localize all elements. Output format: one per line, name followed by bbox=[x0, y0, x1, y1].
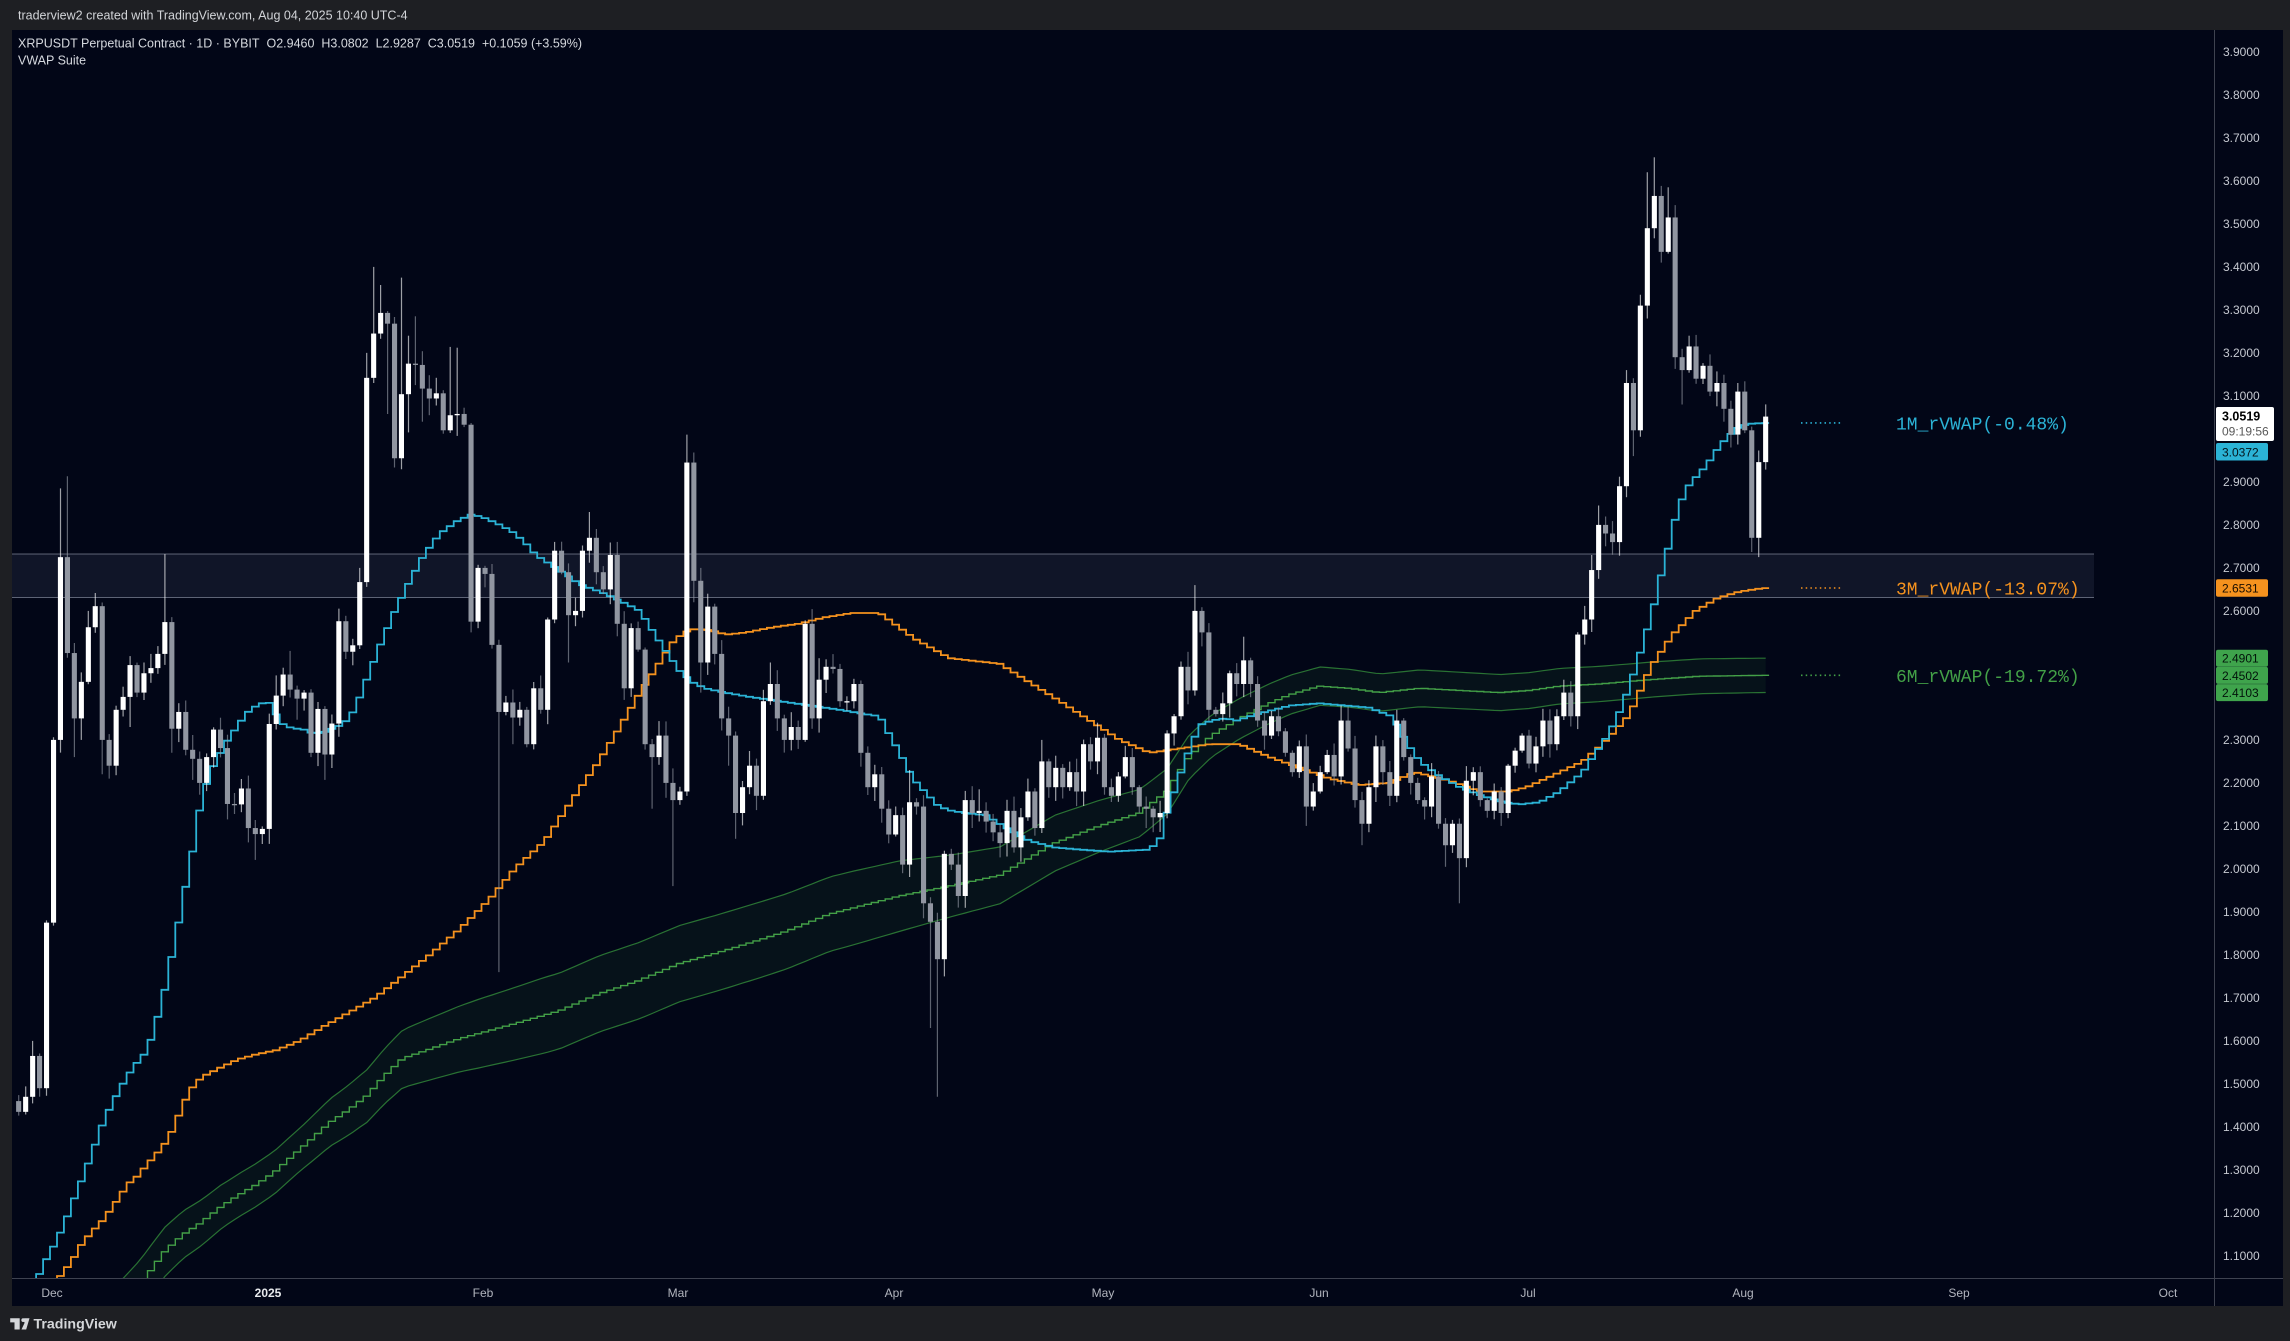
svg-text:2.6000: 2.6000 bbox=[2223, 604, 2260, 618]
svg-text:1.5000: 1.5000 bbox=[2223, 1077, 2260, 1091]
svg-text:Jul: Jul bbox=[1520, 1286, 1535, 1300]
svg-text:1.8000: 1.8000 bbox=[2223, 948, 2260, 962]
svg-text:2.4103: 2.4103 bbox=[2222, 686, 2259, 700]
svg-text:1.4000: 1.4000 bbox=[2223, 1120, 2260, 1134]
svg-text:3.2000: 3.2000 bbox=[2223, 346, 2260, 360]
svg-text:2.4901: 2.4901 bbox=[2222, 652, 2259, 666]
svg-text:Sep: Sep bbox=[1948, 1286, 1970, 1300]
svg-text:3.6000: 3.6000 bbox=[2223, 174, 2260, 188]
svg-text:3.9000: 3.9000 bbox=[2223, 45, 2260, 59]
svg-text:2.1000: 2.1000 bbox=[2223, 819, 2260, 833]
svg-text:traderview2 created with Tradi: traderview2 created with TradingView.com… bbox=[18, 9, 408, 23]
svg-text:3.0372: 3.0372 bbox=[2222, 446, 2259, 460]
svg-text:1.1000: 1.1000 bbox=[2223, 1249, 2260, 1263]
svg-text:1M_rVWAP(-0.48%): 1M_rVWAP(-0.48%) bbox=[1896, 415, 2069, 435]
svg-text:3M_rVWAP(-13.07%): 3M_rVWAP(-13.07%) bbox=[1896, 581, 2080, 601]
svg-text:2.0000: 2.0000 bbox=[2223, 862, 2260, 876]
svg-text:Oct: Oct bbox=[2159, 1286, 2178, 1300]
svg-text:Apr: Apr bbox=[885, 1286, 904, 1300]
svg-text:2.4502: 2.4502 bbox=[2222, 669, 2259, 683]
svg-text:2.2000: 2.2000 bbox=[2223, 776, 2260, 790]
svg-text:3.0519: 3.0519 bbox=[2222, 410, 2260, 424]
svg-text:Mar: Mar bbox=[668, 1286, 689, 1300]
svg-text:6M_rVWAP(-19.72%): 6M_rVWAP(-19.72%) bbox=[1896, 668, 2080, 688]
svg-text:09:19:56: 09:19:56 bbox=[2222, 425, 2269, 439]
svg-text:2.6531: 2.6531 bbox=[2222, 582, 2259, 596]
svg-text:2.9000: 2.9000 bbox=[2223, 475, 2260, 489]
svg-text:2.7000: 2.7000 bbox=[2223, 561, 2260, 575]
svg-text:3.5000: 3.5000 bbox=[2223, 217, 2260, 231]
svg-text:3.1000: 3.1000 bbox=[2223, 389, 2260, 403]
svg-text:3.3000: 3.3000 bbox=[2223, 303, 2260, 317]
svg-text:Dec: Dec bbox=[41, 1286, 62, 1300]
svg-text:Feb: Feb bbox=[473, 1286, 494, 1300]
svg-text:1.7000: 1.7000 bbox=[2223, 991, 2260, 1005]
svg-text:2.3000: 2.3000 bbox=[2223, 733, 2260, 747]
svg-text:Jun: Jun bbox=[1309, 1286, 1328, 1300]
svg-text:1.9000: 1.9000 bbox=[2223, 905, 2260, 919]
svg-text:Aug: Aug bbox=[1732, 1286, 1753, 1300]
svg-text:XRPUSDT Perpetual Contract · 1: XRPUSDT Perpetual Contract · 1D · BYBIT … bbox=[18, 37, 582, 51]
svg-text:VWAP Suite: VWAP Suite bbox=[18, 54, 86, 68]
svg-text:3.7000: 3.7000 bbox=[2223, 131, 2260, 145]
svg-text:1.6000: 1.6000 bbox=[2223, 1034, 2260, 1048]
svg-text:1.2000: 1.2000 bbox=[2223, 1206, 2260, 1220]
svg-text:3.4000: 3.4000 bbox=[2223, 260, 2260, 274]
svg-text:3.8000: 3.8000 bbox=[2223, 88, 2260, 102]
svg-text:2.8000: 2.8000 bbox=[2223, 518, 2260, 532]
svg-text:1.3000: 1.3000 bbox=[2223, 1163, 2260, 1177]
svg-text:TradingView: TradingView bbox=[34, 1317, 118, 1333]
svg-text:May: May bbox=[1092, 1286, 1115, 1300]
svg-text:2025: 2025 bbox=[255, 1286, 282, 1300]
